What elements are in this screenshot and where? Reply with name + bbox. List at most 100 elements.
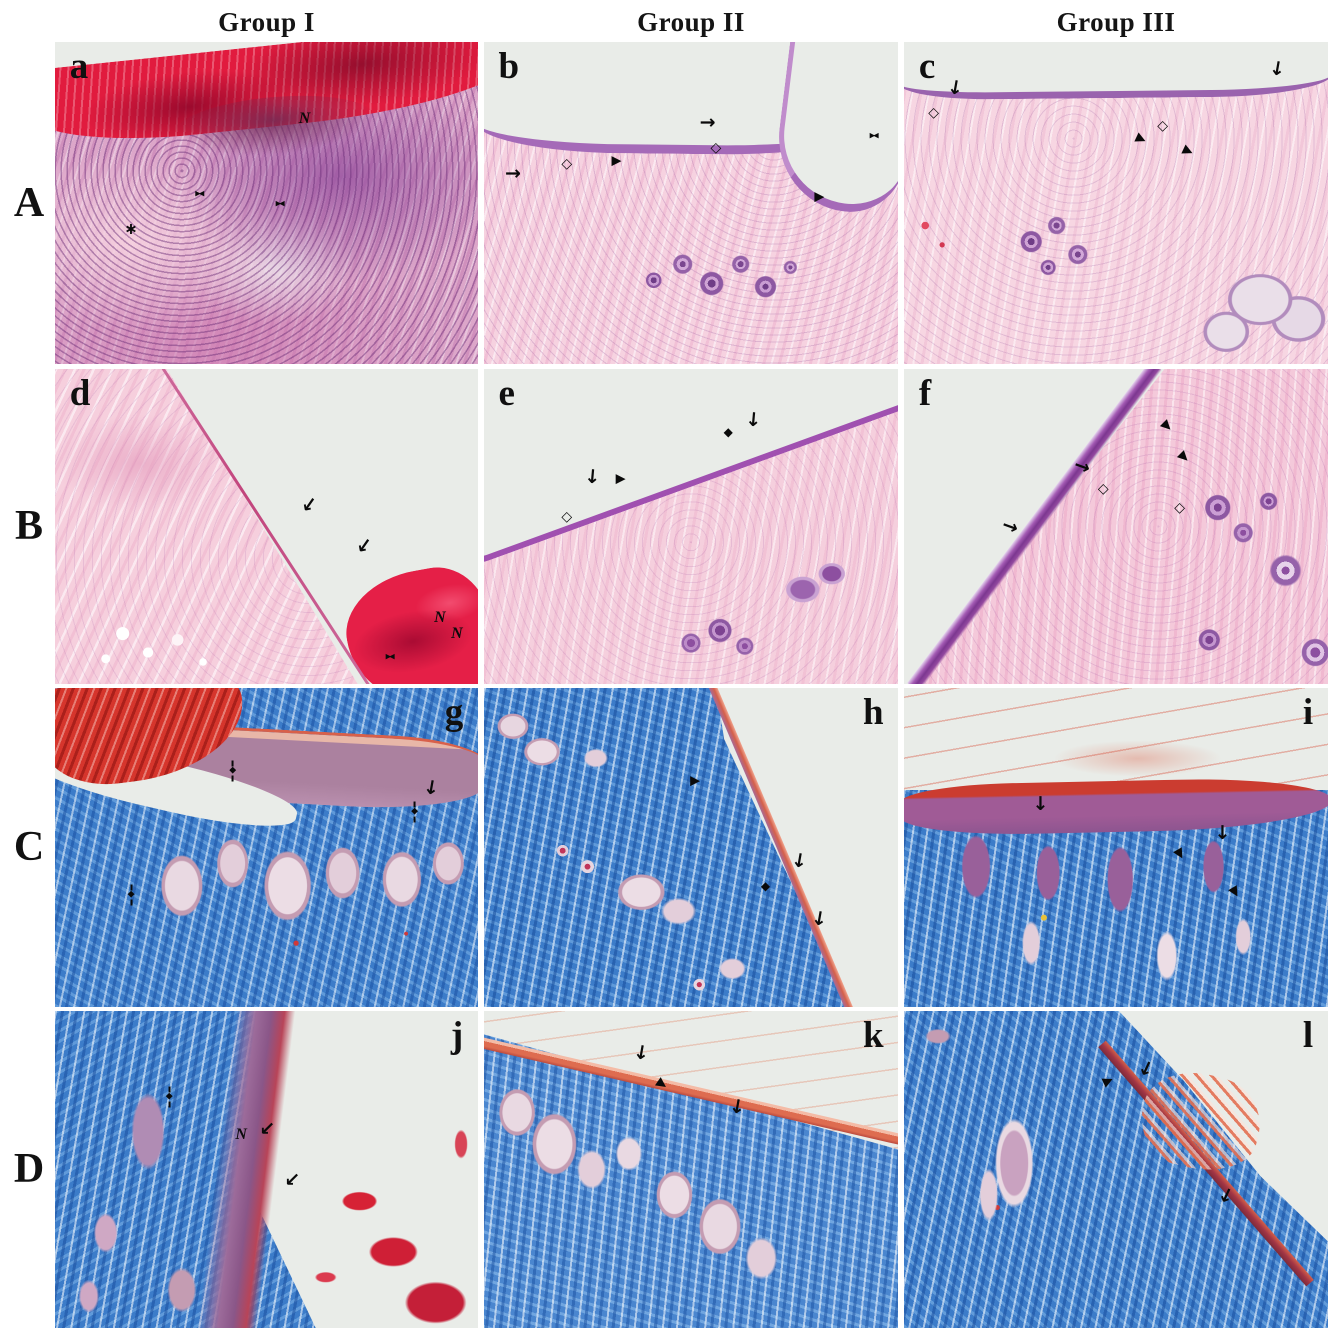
odia-marker: ◇	[561, 156, 573, 173]
arrow-marker: →	[505, 162, 521, 185]
necrosis-label: N	[451, 624, 463, 642]
micrograph-panel-c: → → ◇ ◇ ▶ ▶ c	[904, 42, 1328, 364]
odia-marker: ◇	[561, 509, 573, 526]
tri-marker: ▶	[1099, 1071, 1116, 1090]
panel-letter: g	[444, 692, 464, 734]
odia-marker: ◇	[1097, 480, 1109, 497]
arrow-marker: →	[1213, 1183, 1241, 1207]
fdia-marker: ◆	[723, 425, 733, 439]
necrosis-label: N	[298, 110, 311, 128]
micrograph-panel-f: ▶ ▶ → ◇ ◇ → f	[904, 369, 1328, 684]
row-label-D: D	[13, 1146, 45, 1192]
arrow-marker: →	[1029, 794, 1052, 811]
panel-letter: i	[1302, 692, 1314, 734]
arrow-marker: →	[350, 532, 378, 559]
tri-marker: ▶	[814, 189, 825, 205]
annotation-layer: → → N N ▸◂	[55, 369, 478, 684]
annotation-layer: → ▶ →	[904, 1011, 1328, 1328]
panel-letter: c	[918, 46, 936, 88]
bowtie-marker: ▸◂	[195, 186, 204, 200]
tri-marker: ▶	[1174, 448, 1193, 467]
row-label-B: B	[14, 503, 43, 549]
arrow-marker: →	[943, 77, 968, 97]
panel-letter: e	[498, 373, 515, 415]
bowtie-marker: ▸◂	[869, 128, 879, 142]
annotation-layer: ▶ ◆ → →	[484, 688, 898, 1007]
micrograph-panel-h: ▶ ◆ → → h	[484, 688, 898, 1007]
fdia-marker: ◆	[760, 878, 771, 893]
arrow-marker: →	[629, 1042, 655, 1063]
annotation-layer: → ◆ → ▶ ◇	[484, 369, 898, 684]
tri-marker: ▶	[1170, 845, 1189, 862]
arrow-marker: →	[580, 467, 604, 486]
micrograph-panel-a: N ∗ ▸◂ ▸◂ a	[55, 42, 478, 364]
tri-marker: ▶	[1225, 884, 1244, 901]
annotation-layer: → → ◇ ◇ ▶ ▶ ▸◂	[484, 42, 898, 364]
arrow-marker: →	[998, 512, 1022, 540]
panel-letter: k	[862, 1015, 884, 1057]
panel-letter: d	[69, 373, 91, 415]
row-label-C: C	[13, 824, 45, 870]
annotation-layer: ▶ ▶ → ◇ ◇ →	[904, 369, 1328, 684]
arrow-marker: →	[1132, 1056, 1160, 1081]
tri-marker: ▶	[690, 773, 701, 788]
necrosis-label: N	[434, 608, 446, 626]
arrow-marker: →	[1265, 58, 1290, 78]
arrow-marker: →	[699, 111, 716, 133]
tri-marker: ▶	[611, 153, 622, 169]
tri-marker: ▶	[1180, 142, 1196, 161]
micrograph-panel-l: → ▶ → l	[904, 1011, 1328, 1328]
micrograph-panel-g: ◆ ◆ ◆ → g	[55, 688, 478, 1007]
micrograph-panel-j: ◆ N → → j	[55, 1011, 478, 1328]
annotation-layer: → ▶ →	[484, 1011, 898, 1328]
micrograph-panel-d: → → N N ▸◂ d	[55, 369, 478, 684]
arrow-marker: →	[1211, 823, 1234, 840]
micrograph-panel-k: → ▶ → k	[484, 1011, 898, 1328]
annotation-layer: ◆ N → →	[55, 1011, 478, 1328]
ibeam-marker: ◆	[411, 802, 418, 823]
odia-marker: ◇	[1174, 499, 1185, 516]
micrograph-panel-b: → → ◇ ◇ ▶ ▶ ▸◂ b	[484, 42, 898, 364]
tri-marker: ▶	[653, 1074, 671, 1093]
panel-letter: j	[450, 1015, 464, 1057]
odia-marker: ◇	[710, 140, 722, 157]
ibeam-marker: ◆	[166, 1086, 173, 1107]
tri-marker: ▶	[1133, 129, 1150, 148]
annotation-layer: ◆ ◆ ◆ →	[55, 688, 478, 1007]
column-header-group-3: Group III	[1056, 6, 1176, 37]
arrow-marker: →	[278, 1165, 306, 1193]
bowtie-marker: ▸◂	[385, 649, 395, 663]
star-marker: ∗	[124, 218, 138, 238]
arrow-marker: →	[253, 1115, 281, 1143]
arrow-marker: →	[419, 777, 445, 797]
panel-letter: f	[918, 373, 932, 415]
arrow-marker: →	[724, 1096, 750, 1116]
tri-marker: ▶	[615, 471, 626, 487]
necrosis-label: N	[235, 1125, 247, 1143]
annotation-layer: → → ▶ ▶	[904, 688, 1328, 1007]
odia-marker: ◇	[1157, 117, 1169, 134]
micrograph-panel-i: → → ▶ ▶ i	[904, 688, 1328, 1007]
panel-letter: l	[1302, 1015, 1314, 1057]
arrow-marker: →	[786, 850, 812, 871]
ibeam-marker: ◆	[128, 885, 135, 906]
micrograph-panel-e: → ◆ → ▶ ◇ e	[484, 369, 898, 684]
annotation-layer: → → ◇ ◇ ▶ ▶	[904, 42, 1328, 364]
panel-letter: a	[69, 46, 89, 88]
arrow-marker: →	[295, 491, 323, 518]
row-label-A: A	[13, 180, 45, 226]
panel-letter: b	[498, 46, 520, 88]
tri-marker: ▶	[1158, 416, 1176, 435]
slide-background-region	[904, 688, 1328, 791]
panel-letter: h	[862, 692, 884, 734]
bowtie-marker: ▸◂	[275, 196, 285, 210]
column-header-group-1: Group I	[218, 6, 315, 37]
annotation-layer: N ∗ ▸◂ ▸◂	[55, 42, 478, 364]
arrow-marker: →	[741, 410, 766, 429]
ibeam-marker: ◆	[229, 760, 236, 781]
column-header-group-2: Group II	[637, 6, 745, 37]
arrow-marker: →	[1071, 453, 1094, 480]
arrow-marker: →	[807, 908, 833, 928]
odia-marker: ◇	[928, 104, 940, 121]
